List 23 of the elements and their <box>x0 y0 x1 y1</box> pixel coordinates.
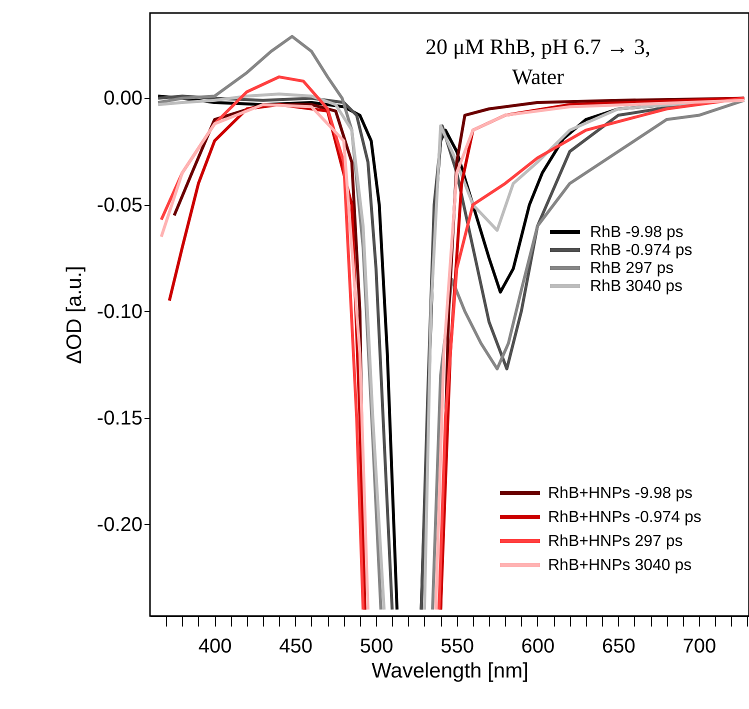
x-tick-label: 450 <box>279 636 312 658</box>
y-tick-label: -0.10 <box>96 300 142 323</box>
legend-label: RhB 3040 ps <box>590 278 683 295</box>
y-tick-label: -0.05 <box>96 194 142 216</box>
legend-label: RhB+HNPs 297 ps <box>548 533 683 550</box>
text: 20 μM RhB, pH 6.7 → 3, Water <box>425 34 651 89</box>
legend-label: RhB+HNPs -0.974 ps <box>548 509 702 526</box>
legend-label: RhB -0.974 ps <box>590 242 692 259</box>
y-axis-title: ΔOD [a.u.] <box>62 266 86 364</box>
legend-label: RhB+HNPs 3040 ps <box>548 557 692 574</box>
x-tick-label: 400 <box>198 636 232 658</box>
x-tick-label: 600 <box>521 636 555 658</box>
x-tick-label: 650 <box>602 636 636 658</box>
y-tick-label: -0.15 <box>96 407 142 430</box>
x-tick-label: 550 <box>440 636 474 658</box>
legend-label: RhB -9.98 ps <box>590 224 684 241</box>
x-tick-label: 700 <box>682 636 716 658</box>
x-axis-title: Wavelength [nm] <box>372 660 528 682</box>
legend-label: RhB+HNPs -9.98 ps <box>548 485 693 502</box>
x-tick-label: 500 <box>360 636 394 658</box>
y-tick-label: -0.20 <box>96 514 142 536</box>
y-tick-label: 0.00 <box>104 88 142 110</box>
legend-label: RhB 297 ps <box>590 260 674 277</box>
